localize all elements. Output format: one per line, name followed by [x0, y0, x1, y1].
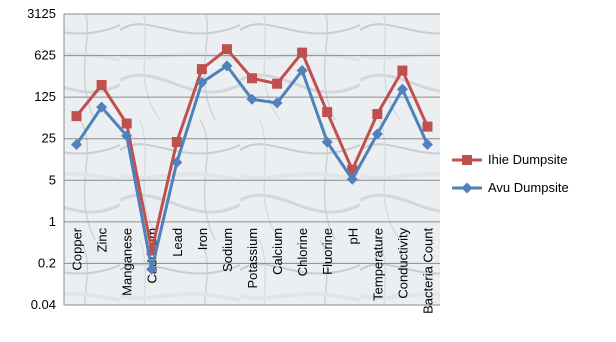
y-tick-label: 5 [49, 172, 56, 187]
data-point [397, 65, 408, 76]
data-point [171, 137, 182, 148]
data-point [371, 128, 383, 140]
data-point [321, 136, 333, 148]
data-point [322, 107, 333, 118]
legend-marker [462, 155, 472, 165]
data-point [246, 93, 258, 105]
data-point [221, 44, 232, 55]
x-tick-label: Potassium [245, 228, 260, 289]
x-tick-label: Conductivity [395, 227, 410, 298]
y-tick-label: 3125 [27, 6, 56, 21]
x-tick-label: Fluorine [320, 228, 335, 275]
x-tick-label: Bacteria Count [420, 227, 435, 313]
x-tick-label: Calcium [270, 228, 285, 275]
x-tick-label: Manganese [120, 228, 135, 296]
x-tick-label: Lead [170, 228, 185, 257]
data-point [71, 111, 82, 122]
data-point [272, 78, 283, 89]
series-group [71, 44, 433, 275]
data-point [296, 65, 308, 77]
data-point [96, 101, 108, 113]
data-point [346, 173, 358, 185]
x-tick-label: Copper [70, 227, 85, 270]
data-point [121, 118, 132, 129]
data-point [96, 80, 107, 91]
legend-label: Ihie Dumpsite [488, 152, 567, 167]
x-tick-label: Chlorine [295, 228, 310, 276]
y-tick-label: 25 [42, 131, 56, 146]
plot-area-background [64, 14, 440, 305]
legend-marker [461, 182, 473, 194]
legend-label: Avu Dumpsite [488, 180, 569, 195]
data-point [146, 263, 158, 275]
data-point [121, 130, 133, 142]
data-point [196, 77, 208, 89]
data-point [247, 73, 257, 84]
x-tick-label: Temperature [370, 228, 385, 301]
x-tick-label: Iron [195, 228, 210, 250]
y-tick-label: 0.04 [31, 297, 56, 312]
data-point [196, 64, 207, 75]
y-tick-label: 125 [34, 89, 56, 104]
data-point [297, 47, 308, 58]
y-tick-label: 0.2 [38, 255, 56, 270]
y-axis-ticks: 0.04 0.2 1 5 25 125 625 3125 [27, 6, 56, 312]
data-point [71, 138, 83, 150]
data-point [271, 97, 283, 109]
y-tick-label: 625 [34, 48, 56, 63]
data-point [146, 245, 157, 256]
data-point [347, 164, 358, 175]
data-point [422, 121, 433, 132]
data-point [171, 156, 183, 168]
data-point [421, 138, 433, 150]
x-tick-label: Zinc [95, 227, 110, 252]
data-point [396, 83, 408, 95]
x-tick-label: pH [345, 228, 360, 245]
data-point [372, 109, 383, 120]
x-tick-label: Sodium [220, 228, 235, 272]
legend: Ihie Dumpsite Avu Dumpsite [452, 152, 569, 195]
y-tick-label: 1 [49, 214, 56, 229]
data-point [221, 60, 233, 72]
